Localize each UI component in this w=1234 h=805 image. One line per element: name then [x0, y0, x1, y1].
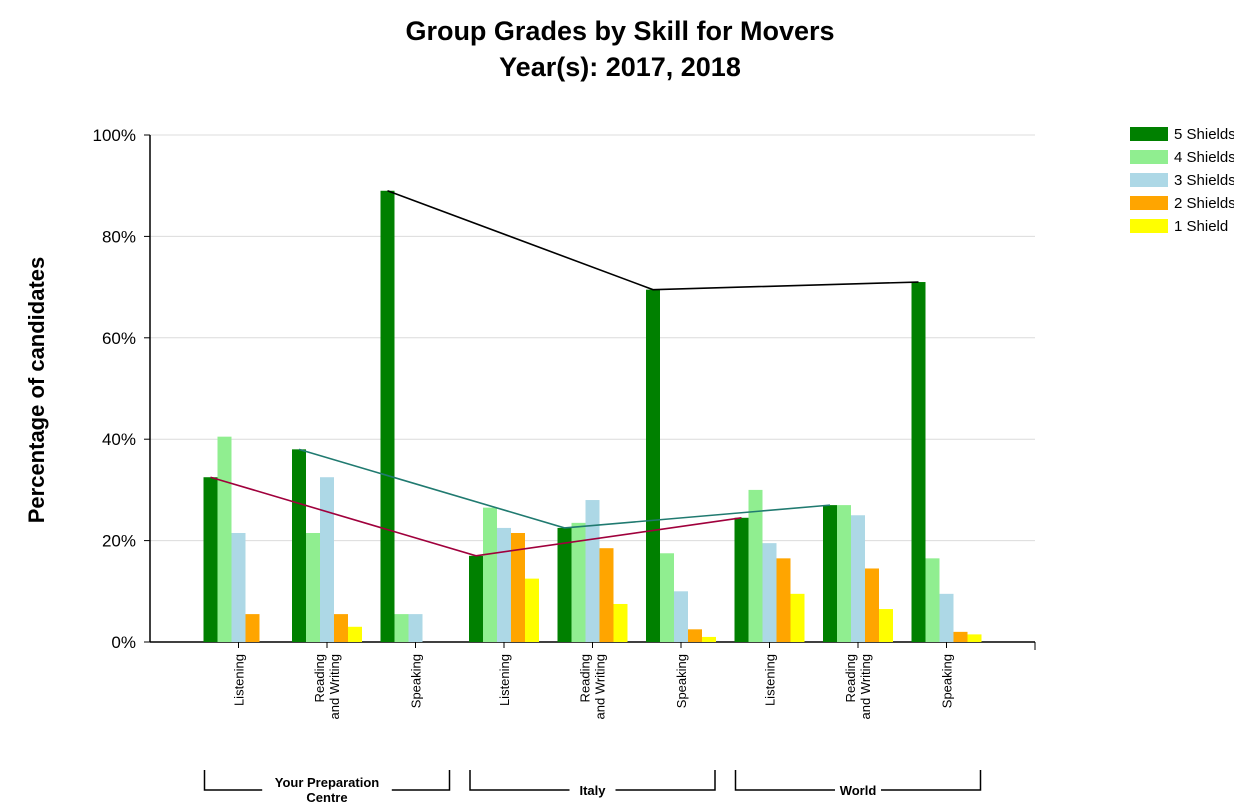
legend-swatch: [1130, 196, 1168, 210]
bar: [879, 609, 893, 642]
bar: [688, 629, 702, 642]
bar: [762, 543, 777, 642]
x-tick-label: Speaking: [940, 654, 955, 708]
bar: [408, 614, 423, 642]
bar: [497, 527, 511, 642]
bar: [776, 558, 791, 642]
bar: [748, 489, 763, 642]
y-tick-label: 0%: [111, 633, 136, 652]
x-tick-label-line: and Writing: [593, 654, 608, 720]
connector-line: [298, 448, 831, 529]
group-label-bg: [835, 784, 881, 796]
bar: [483, 507, 497, 642]
bar: [394, 614, 409, 642]
group-label-bg: [262, 772, 392, 805]
legend-label: 4 Shields: [1174, 149, 1234, 166]
group-label: Your Preparation Centre: [275, 775, 380, 805]
bar: [865, 568, 879, 642]
y-tick-label: 60%: [102, 329, 136, 348]
bar: [613, 603, 628, 642]
x-tick-label: Speaking: [409, 654, 424, 708]
bar: [245, 614, 260, 642]
bar: [203, 477, 218, 642]
y-tick-label: 80%: [102, 227, 136, 246]
bar: [348, 626, 362, 642]
bar: [292, 449, 306, 642]
bar: [911, 282, 926, 642]
bar: [823, 505, 837, 642]
x-tick-label-line: Reading: [843, 654, 858, 702]
connector-line: [387, 190, 919, 291]
y-tick-label: 20%: [102, 532, 136, 551]
legend-label: 5 Shields: [1174, 126, 1234, 143]
legend-swatch: [1130, 173, 1168, 187]
group-label-bg: [569, 784, 616, 796]
group-label: Italy: [579, 783, 606, 798]
x-tick-label: Listening: [497, 654, 512, 706]
bar: [599, 548, 614, 642]
y-axis-label: Percentage of candidates: [24, 257, 49, 524]
bar: [674, 591, 688, 642]
bar: [734, 517, 749, 642]
bar: [334, 614, 348, 642]
x-tick-label-line: Reading: [312, 654, 327, 702]
bar: [306, 532, 320, 642]
x-tick-label-line: and Writing: [327, 654, 342, 720]
bar: [660, 553, 674, 642]
group-label-line: Centre: [306, 790, 347, 805]
bar: [571, 522, 586, 642]
bar: [939, 593, 954, 642]
x-tick-label-line: and Writing: [858, 654, 873, 720]
bar: [585, 500, 600, 642]
legend-swatch: [1130, 219, 1168, 233]
y-tick-label: 40%: [102, 430, 136, 449]
x-tick-label-line: Reading: [578, 654, 593, 702]
x-tick-label: Readingand Writing: [312, 654, 342, 720]
bar: [851, 515, 865, 642]
legend-label: 2 Shields: [1174, 195, 1234, 212]
bar: [953, 631, 968, 642]
bar: [925, 558, 940, 642]
bar: [646, 289, 660, 642]
legend-label: 3 Shields: [1174, 172, 1234, 189]
bar: [790, 593, 805, 642]
y-tick-label: 100%: [93, 126, 136, 145]
legend-swatch: [1130, 150, 1168, 164]
connector-line: [210, 476, 742, 557]
bar: [525, 578, 539, 642]
x-tick-label: Listening: [763, 654, 778, 706]
bar: [511, 532, 525, 642]
chart-title: Group Grades by Skill for Movers: [405, 16, 834, 46]
x-tick-label: Readingand Writing: [843, 654, 873, 720]
bar: [217, 436, 232, 642]
bar: [837, 505, 851, 642]
x-tick-label: Listening: [232, 654, 247, 706]
legend-label: 1 Shield: [1174, 218, 1228, 235]
x-tick-label: Readingand Writing: [578, 654, 608, 720]
bar: [557, 527, 572, 642]
bar: [469, 555, 483, 642]
x-tick-label: Speaking: [674, 654, 689, 708]
legend-swatch: [1130, 127, 1168, 141]
bar: [231, 532, 246, 642]
chart-subtitle: Year(s): 2017, 2018: [499, 52, 741, 82]
bar: [380, 190, 395, 642]
bar: [702, 636, 716, 642]
group-label: World: [840, 783, 877, 798]
bar: [320, 477, 334, 642]
bar: [967, 634, 982, 642]
group-label-line: Your Preparation: [275, 775, 380, 790]
